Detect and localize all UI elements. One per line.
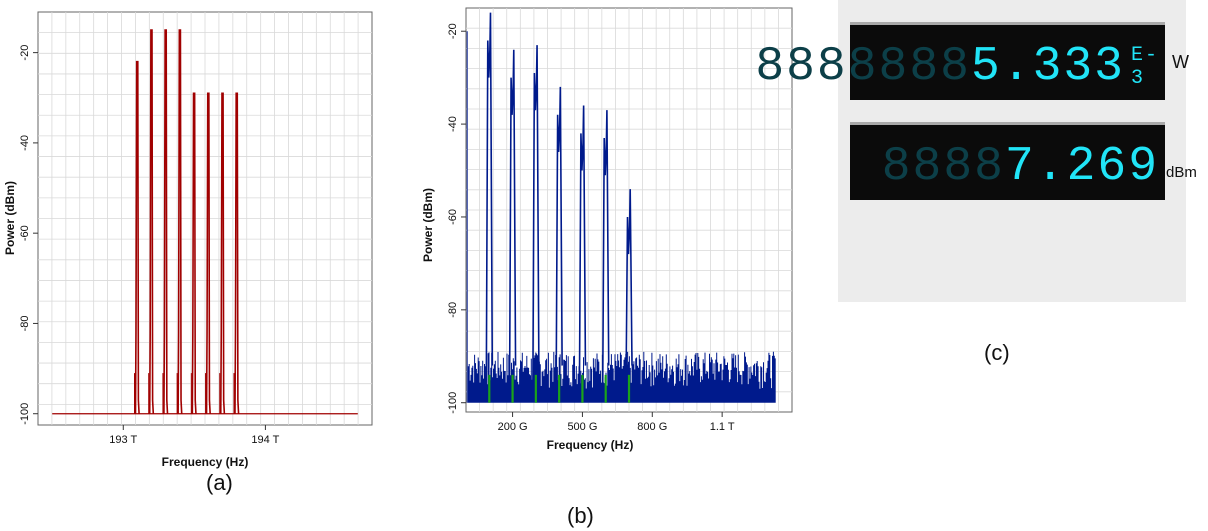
x-axis-label: Frequency (Hz) — [162, 455, 249, 469]
grid — [466, 8, 792, 412]
watts-unit: W — [1172, 52, 1189, 72]
y-tick-label: -40 — [19, 135, 31, 151]
x-tick-label: 800 G — [637, 421, 667, 433]
watts-value: 5.333 — [970, 40, 1125, 94]
peak-6 — [601, 110, 610, 389]
peak-5 — [191, 92, 197, 414]
peak-1 — [485, 12, 494, 389]
dbm-readout: 8888 7.269 — [850, 122, 1165, 200]
y-tick-label: -40 — [447, 116, 459, 132]
spectrum-chart-b: 200 G 500 G 800 G 1.1 T -20 -40 -60 -80 -100 Fre… — [421, 7, 793, 452]
series-group — [466, 12, 776, 403]
peak-1 — [134, 60, 140, 414]
ghost-digits: 8888 — [881, 140, 1005, 194]
x-tick-label: 193 T — [109, 434, 137, 446]
peak-4 — [177, 29, 183, 414]
peak-3 — [163, 29, 169, 414]
x-tick-label: 500 G — [567, 421, 597, 433]
peak-3 — [532, 45, 540, 389]
y-tick-label: -100 — [19, 403, 31, 425]
caption-a: (a) — [206, 470, 233, 495]
power-meter-panel: 8888888 5.333 E-3 W 8888 7.269 dBm — [755, 0, 1197, 302]
grid — [38, 12, 372, 425]
peak-2 — [508, 49, 517, 389]
dbm-value: 7.269 — [1004, 140, 1159, 194]
peak-2 — [148, 29, 155, 414]
y-tick-label: -60 — [447, 209, 459, 225]
x-axis-label: Frequency (Hz) — [547, 438, 634, 452]
x-tick-label: 200 G — [498, 421, 528, 433]
watts-exponent: E-3 — [1130, 44, 1159, 90]
y-axis-label: Power (dBm) — [3, 181, 17, 255]
x-tick-label: 1.1 T — [710, 421, 735, 433]
y-tick-label: -60 — [19, 225, 31, 241]
y-tick-label: -20 — [447, 23, 459, 39]
caption-b: (b) — [567, 503, 594, 528]
peak-5 — [578, 105, 587, 389]
peak-8 — [234, 92, 240, 414]
series-group — [52, 29, 358, 415]
peak-7 — [219, 92, 226, 414]
y-axis-label: Power (dBm) — [421, 188, 435, 262]
axis-ticks: 200 G 500 G 800 G 1.1 T -20 -40 -60 -80 -100 — [447, 23, 735, 433]
axis-ticks: 193 T 194 T -20 -40 -60 -80 -100 — [19, 45, 280, 446]
y-tick-label: -100 — [447, 392, 459, 414]
x-tick-label: 194 T — [251, 434, 279, 446]
watts-readout: 8888888 5.333 E-3 — [755, 22, 1165, 100]
ghost-digits: 8888888 — [755, 40, 971, 94]
y-tick-label: -80 — [447, 302, 459, 318]
spectrum-chart-a: 193 T 194 T -20 -40 -60 -80 -100 Frequency (Hz… — [3, 11, 373, 469]
y-tick-label: -20 — [19, 45, 31, 61]
dbm-unit: dBm — [1166, 164, 1197, 181]
peak-7 — [625, 189, 633, 389]
peak-6 — [205, 92, 211, 414]
caption-c: (c) — [984, 340, 1010, 365]
y-tick-label: -80 — [19, 315, 31, 331]
peak-4 — [555, 86, 563, 389]
